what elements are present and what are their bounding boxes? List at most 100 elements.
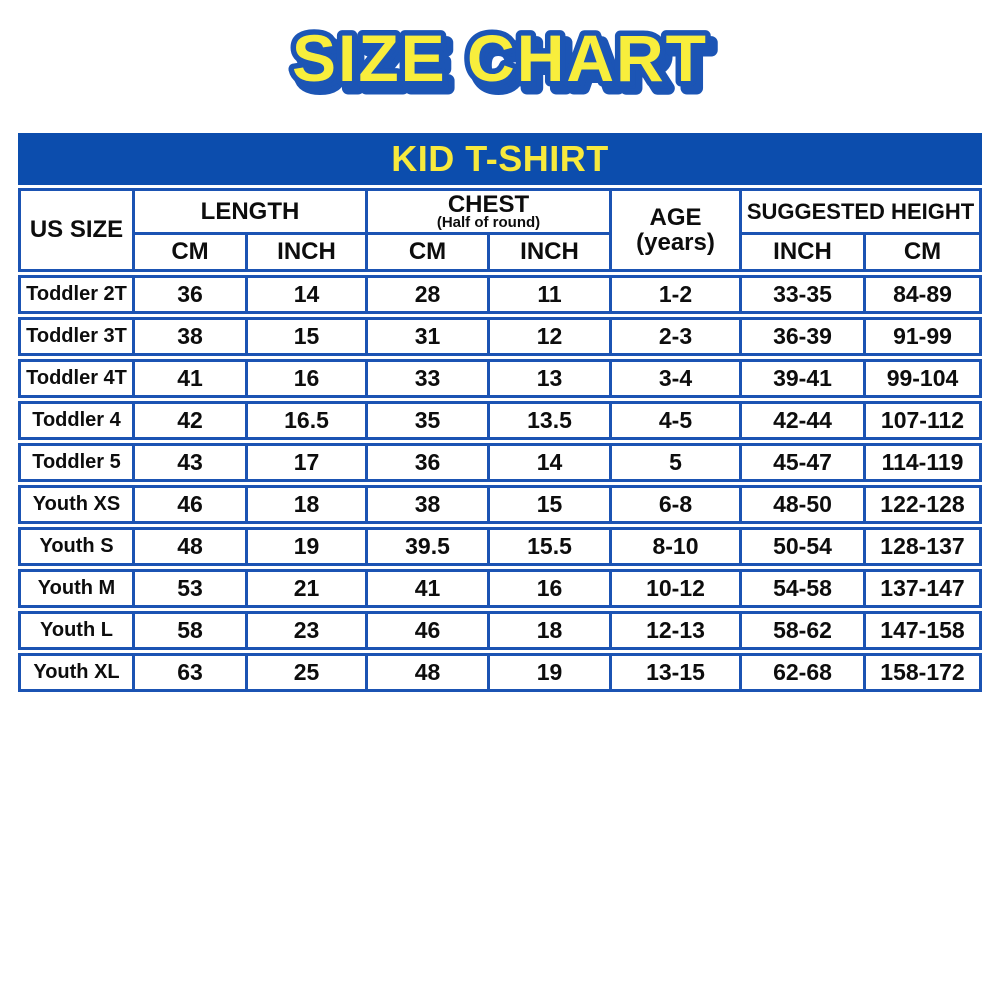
table-cell: 48: [365, 656, 487, 689]
header-chest-subnote: (Half of round): [436, 214, 541, 232]
table-cell: 33: [365, 362, 487, 395]
table-banner-label: KID T-SHIRT: [391, 138, 609, 179]
table-cell: 50-54: [739, 530, 863, 563]
header-length: LENGTH: [132, 191, 365, 232]
table-cell: 4-5: [609, 404, 739, 437]
table-cell: 15: [487, 488, 609, 521]
table-cell: 6-8: [609, 488, 739, 521]
table-cell: 18: [245, 488, 365, 521]
header-chest-label: CHEST: [447, 191, 530, 219]
table-cell: 15: [245, 320, 365, 353]
table-cell: 15.5: [487, 530, 609, 563]
table-cell: 38: [132, 320, 245, 353]
table-cell: 2-3: [609, 320, 739, 353]
table-row: Youth XL 63 25 48 19 13-15 62-68 158-172: [18, 653, 982, 692]
page-title: SIZE CHART SIZE CHART: [0, 0, 1000, 120]
table-cell: 54-58: [739, 572, 863, 605]
header-us-size: US SIZE: [29, 216, 124, 244]
table-cell: 14: [487, 446, 609, 479]
table-row: Youth S 48 19 39.5 15.5 8-10 50-54 128-137: [18, 527, 982, 566]
table-cell: 46: [132, 488, 245, 521]
table-cell: 38: [365, 488, 487, 521]
table-cell: 12: [487, 320, 609, 353]
table-cell: 84-89: [863, 278, 979, 311]
table-cell: 36: [365, 446, 487, 479]
table-cell: 13-15: [609, 656, 739, 689]
table-cell: 114-119: [863, 446, 979, 479]
table-cell: 41: [132, 362, 245, 395]
table-cell: 36: [132, 278, 245, 311]
header-length-cm: CM: [132, 232, 245, 269]
table-cell: 63: [132, 656, 245, 689]
table-cell: 91-99: [863, 320, 979, 353]
table-cell: 147-158: [863, 614, 979, 647]
row-label: Youth XS: [32, 493, 121, 515]
table-banner: KID T-SHIRT: [18, 133, 982, 185]
table-cell: 31: [365, 320, 487, 353]
header-height-inch: INCH: [739, 232, 863, 269]
header-chest: CHEST (Half of round): [365, 191, 609, 232]
table-cell: 17: [245, 446, 365, 479]
table-cell: 46: [365, 614, 487, 647]
table-cell: 19: [487, 656, 609, 689]
row-label: Toddler 5: [32, 451, 121, 473]
table-cell: 35: [365, 404, 487, 437]
size-chart-title-art: SIZE CHART SIZE CHART: [287, 16, 719, 109]
table-cell: 43: [132, 446, 245, 479]
table-cell: 13.5: [487, 404, 609, 437]
table-cell: 62-68: [739, 656, 863, 689]
table-cell: 12-13: [609, 614, 739, 647]
table-cell: 58-62: [739, 614, 863, 647]
table-cell: 42-44: [739, 404, 863, 437]
table-cell: 25: [245, 656, 365, 689]
header-age-label: AGE: [649, 203, 702, 231]
table-cell: 107-112: [863, 404, 979, 437]
table-cell: 45-47: [739, 446, 863, 479]
table-row: Youth XS 46 18 38 15 6-8 48-50 122-128: [18, 485, 982, 524]
table-cell: 28: [365, 278, 487, 311]
table-cell: 21: [245, 572, 365, 605]
table-cell: 14: [245, 278, 365, 311]
table-cell: 158-172: [863, 656, 979, 689]
table-row: Toddler 3T 38 15 31 12 2-3 36-39 91-99: [18, 317, 982, 356]
header-length-inch: INCH: [245, 232, 365, 269]
header-suggested-height: SUGGESTED HEIGHT: [739, 191, 979, 232]
table-cell: 18: [487, 614, 609, 647]
table-cell: 8-10: [609, 530, 739, 563]
table-cell: 99-104: [863, 362, 979, 395]
table-cell: 33-35: [739, 278, 863, 311]
table-cell: 53: [132, 572, 245, 605]
table-cell: 128-137: [863, 530, 979, 563]
table-cell: 42: [132, 404, 245, 437]
table-cell: 13: [487, 362, 609, 395]
table-cell: 16: [245, 362, 365, 395]
row-label: Toddler 4: [32, 409, 121, 431]
header-age: AGE (years): [609, 191, 739, 269]
table-header: US SIZE LENGTH CHEST (Half of round) AGE…: [18, 188, 982, 272]
table-cell: 48-50: [739, 488, 863, 521]
table-cell: 16.5: [245, 404, 365, 437]
table-row: Youth M 53 21 41 16 10-12 54-58 137-147: [18, 569, 982, 608]
table-row: Toddler 2T 36 14 28 11 1-2 33-35 84-89: [18, 275, 982, 314]
table-row: Youth L 58 23 46 18 12-13 58-62 147-158: [18, 611, 982, 650]
table-row: Toddler 4 42 16.5 35 13.5 4-5 42-44 107-112: [18, 401, 982, 440]
table-cell: 19: [245, 530, 365, 563]
table-cell: 5: [609, 446, 739, 479]
table-body: Toddler 2T 36 14 28 11 1-2 33-35 84-89 Toddler 3…: [18, 275, 982, 692]
row-label: Toddler 4T: [26, 367, 127, 389]
row-label: Toddler 3T: [26, 325, 127, 347]
table-cell: 122-128: [863, 488, 979, 521]
table-cell: 10-12: [609, 572, 739, 605]
table-cell: 41: [365, 572, 487, 605]
table-row: Toddler 4T 41 16 33 13 3-4 39-41 99-104: [18, 359, 982, 398]
header-chest-cm: CM: [365, 232, 487, 269]
table-cell: 58: [132, 614, 245, 647]
row-label: Youth S: [39, 535, 114, 557]
table-cell: 137-147: [863, 572, 979, 605]
row-label: Youth XL: [33, 661, 120, 683]
table-cell: 3-4: [609, 362, 739, 395]
row-label: Youth M: [37, 577, 116, 599]
header-height-cm: CM: [863, 232, 979, 269]
table-cell: 48: [132, 530, 245, 563]
